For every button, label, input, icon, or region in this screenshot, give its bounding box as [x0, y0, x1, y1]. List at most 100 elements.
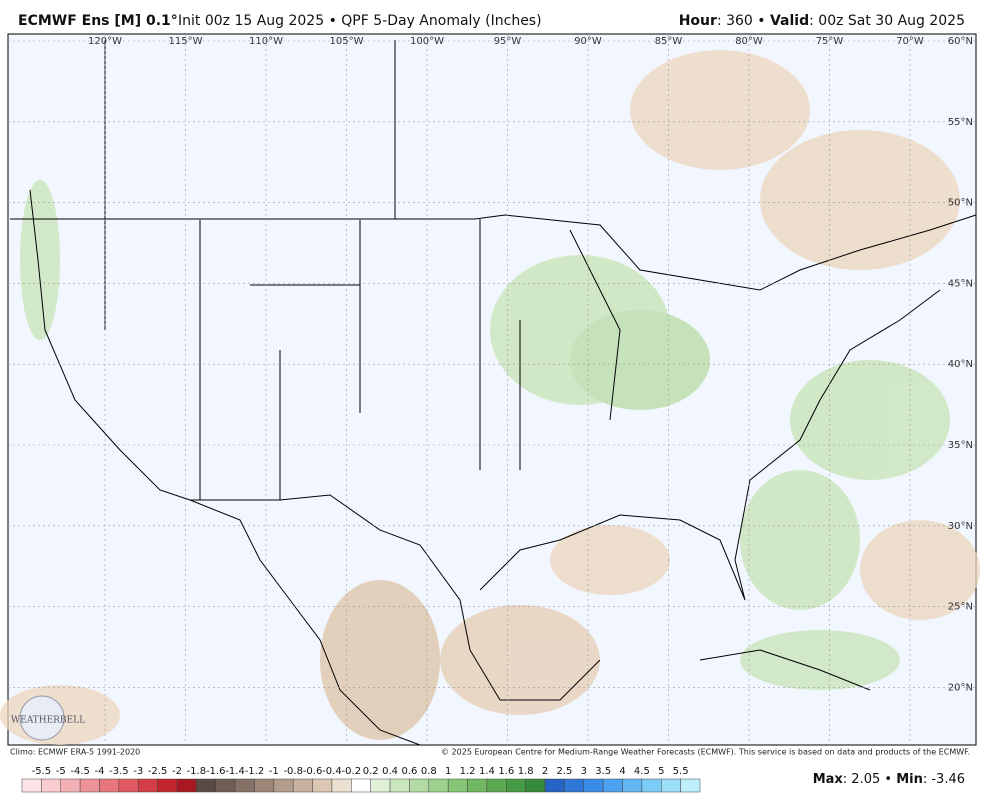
color-swatch: [331, 778, 352, 793]
color-swatch: [409, 778, 430, 793]
color-swatch: [622, 778, 643, 793]
wet-area: [790, 360, 950, 480]
color-swatch: [602, 778, 623, 793]
color-swatch: [41, 778, 61, 793]
title-text: Init 00z 15 Aug 2025 • QPF 5-Day Anomaly…: [178, 13, 542, 29]
colorbar-label: -4: [94, 766, 104, 777]
longitude-label: 110°W: [249, 36, 283, 47]
colorbar-label: -0.8: [283, 766, 303, 777]
color-swatch: [79, 778, 100, 793]
color-swatch: [467, 778, 488, 793]
colorbar-label: -0.4: [322, 766, 342, 777]
latitude-label: 25°N: [948, 602, 973, 613]
longitude-label: 100°W: [410, 36, 444, 47]
latitude-label: 35°N: [948, 440, 973, 451]
dry-area: [860, 520, 980, 620]
color-swatch: [641, 778, 662, 793]
longitude-label: 80°W: [735, 36, 763, 47]
colorbar-label: -0.2: [342, 766, 362, 777]
longitude-label: 90°W: [574, 36, 602, 47]
copyright: © 2025 European Centre for Medium-Range …: [441, 748, 970, 757]
colorbar-label: 1.4: [479, 766, 495, 777]
valid-time: Hour: 360 • Valid: 00z Sat 30 Aug 2025: [679, 13, 965, 29]
color-swatch: [428, 778, 449, 793]
colorbar-label: -4.5: [70, 766, 90, 777]
valid-value: : 00z Sat 30 Aug 2025: [809, 13, 965, 29]
color-swatch: [544, 778, 565, 793]
colorbar-label: -0.6: [303, 766, 323, 777]
colorbar-label: -2: [172, 766, 182, 777]
latitude-label: 20°N: [948, 682, 973, 693]
colorbar-label: 1.8: [518, 766, 534, 777]
max-label: Max: [813, 772, 844, 787]
title-model: ECMWF Ens [M] 0.1°: [18, 13, 178, 29]
colorbar-label: 1.2: [460, 766, 476, 777]
latitude-label: 30°N: [948, 521, 973, 532]
dry-area: [320, 580, 440, 740]
colorbar-label: -1.8: [187, 766, 207, 777]
color-swatch: [389, 778, 410, 793]
colorbar-label: 0.8: [421, 766, 437, 777]
map: 120°W 115°W 110°W 105°W 100°W 95°W 90°W 85°W 80°…: [0, 33, 980, 746]
color-swatch: [583, 778, 604, 793]
color-swatch: [137, 778, 158, 793]
colorbar: -5.5 -5 -4.5 -4 -3.5 -3 -2.5 -2 -1.8 -1.6 -1.4 -1.2…: [21, 766, 701, 793]
colorbar-label: -1.2: [245, 766, 265, 777]
hour-label: Hour: [679, 13, 717, 29]
latitude-label: 45°N: [948, 278, 973, 289]
colorbar-label: 4: [619, 766, 625, 777]
colorbar-label: 2: [542, 766, 548, 777]
coastline: [29, 189, 421, 746]
colorbar-label: 1: [445, 766, 451, 777]
coastline: [479, 289, 941, 601]
colorbar-label: -1.6: [206, 766, 226, 777]
color-swatch: [351, 778, 371, 793]
color-swatch: [564, 778, 585, 793]
colorbar-label: 3.5: [595, 766, 611, 777]
min-label: Min: [896, 772, 923, 787]
color-swatch: [215, 778, 236, 793]
colorbar-label: 4.5: [634, 766, 650, 777]
longitude-label: 85°W: [655, 36, 683, 47]
max-min: Max: 2.05 • Min: -3.46: [813, 772, 965, 787]
color-swatch: [176, 778, 197, 793]
graticule: 120°W 115°W 110°W 105°W 100°W 95°W 90°W 85°W 80°…: [8, 34, 976, 745]
valid-label: Valid: [770, 13, 809, 29]
longitude-label: 120°W: [88, 36, 122, 47]
latitude-label: 40°N: [948, 359, 973, 370]
dry-area: [550, 525, 670, 595]
color-swatch: [157, 778, 178, 793]
latitude-label: 55°N: [948, 117, 973, 128]
wet-area: [570, 310, 710, 410]
colorbar-label: 0.2: [363, 766, 379, 777]
hour-value: : 360 •: [717, 13, 770, 29]
logo: WEATHERBELL: [11, 716, 85, 726]
color-swatch: [234, 778, 255, 793]
latitude-label: 50°N: [948, 198, 973, 209]
border: [10, 214, 977, 291]
longitude-label: 70°W: [896, 36, 924, 47]
wet-area: [20, 180, 60, 340]
latitude-label: 60°N: [948, 36, 973, 47]
colorbar-label: -3.5: [109, 766, 129, 777]
colorbar-label: -1: [269, 766, 279, 777]
dry-area: [630, 50, 810, 170]
max-value: : 2.05 •: [843, 772, 896, 787]
color-swatch: [312, 778, 333, 793]
color-swatch: [292, 778, 313, 793]
color-swatch: [99, 778, 120, 793]
longitude-label: 95°W: [494, 36, 522, 47]
dry-area: [440, 605, 600, 715]
wet-area: [740, 630, 900, 690]
longitude-label: 105°W: [330, 36, 364, 47]
colorbar-label: -2.5: [148, 766, 168, 777]
colorbar-label: 5: [658, 766, 664, 777]
wet-area: [740, 470, 860, 610]
colorbar-label: 5.5: [673, 766, 689, 777]
color-swatch: [254, 778, 275, 793]
colorbar-label: 0.4: [382, 766, 398, 777]
longitude-label: 75°W: [816, 36, 844, 47]
colorbar-label: 2.5: [556, 766, 572, 777]
color-swatch: [447, 778, 468, 793]
